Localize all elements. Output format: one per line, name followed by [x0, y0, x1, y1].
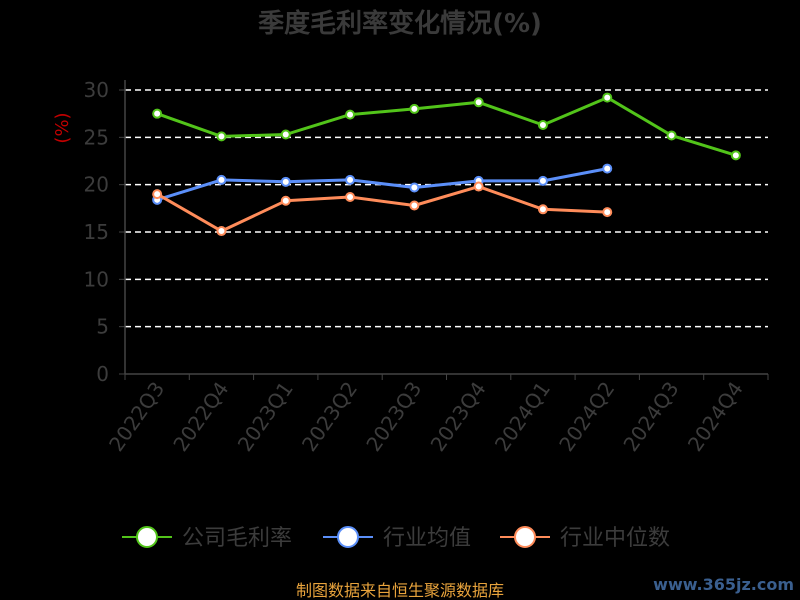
series-group [152, 92, 741, 237]
data-point [602, 207, 613, 218]
series-2 [152, 163, 613, 205]
data-point [280, 195, 291, 206]
legend-item: 行业均值 [323, 526, 471, 551]
axes [124, 80, 769, 380]
y-tick-label: 30 [84, 78, 109, 102]
data-point [537, 204, 548, 215]
legend-label: 公司毛利率 [182, 526, 292, 551]
x-tick-label: 2024Q1 [490, 377, 555, 456]
data-point [280, 129, 291, 140]
x-tick-label: 2023Q1 [233, 377, 298, 456]
legend-marker [136, 526, 158, 548]
x-tick-label: 2023Q2 [297, 377, 362, 456]
y-tick-label: 15 [84, 220, 109, 244]
series-1 [152, 92, 741, 161]
x-tick-label: 2022Q4 [168, 377, 233, 456]
data-point [280, 176, 291, 187]
legend-item: 公司毛利率 [122, 526, 292, 551]
y-tick-label: 10 [84, 267, 109, 291]
legend-label: 行业均值 [383, 526, 471, 551]
x-tick-label: 2023Q4 [426, 377, 491, 456]
data-point [345, 109, 356, 120]
series-line [156, 96, 737, 157]
data-point [409, 200, 420, 211]
data-point [345, 191, 356, 202]
legend-marker [514, 526, 536, 548]
data-point [409, 182, 420, 193]
series-line [156, 167, 608, 202]
data-point [409, 103, 420, 114]
data-point [216, 131, 227, 142]
data-point [602, 163, 613, 174]
data-point [152, 108, 163, 119]
legend-marker [337, 526, 359, 548]
series-3 [152, 181, 613, 237]
legend: 公司毛利率 行业均值 行业中位数 [122, 526, 670, 551]
data-point [602, 92, 613, 103]
legend-label: 行业中位数 [560, 526, 670, 551]
source-note: 制图数据来自恒生聚源数据库 [296, 581, 504, 600]
x-tick-label: 2024Q4 [683, 377, 748, 456]
data-point [730, 150, 741, 161]
series-line [156, 185, 608, 233]
x-tick-label: 2023Q3 [361, 377, 426, 456]
legend-item: 行业中位数 [500, 526, 670, 551]
y-tick-labels: 0 5 10 15 20 25 30 [84, 78, 109, 386]
data-point [345, 174, 356, 185]
data-point [216, 174, 227, 185]
data-point [152, 189, 163, 200]
watermark: www.365jz.com [653, 575, 794, 594]
data-point [537, 175, 548, 186]
y-tick-label: 0 [96, 362, 109, 386]
x-tick-label: 2024Q3 [618, 377, 683, 456]
chart-title: 季度毛利率变化情况(%) [258, 8, 542, 39]
y-axis-label: (%) [52, 112, 73, 143]
x-tick-label: 2022Q3 [104, 377, 169, 456]
x-tick-label: 2024Q2 [554, 377, 619, 456]
data-point [216, 226, 227, 237]
data-point [473, 97, 484, 108]
y-tick-label: 5 [96, 315, 109, 339]
data-point [666, 130, 677, 141]
y-tick-label: 20 [84, 173, 109, 197]
y-tick-label: 25 [84, 125, 109, 149]
data-point [473, 181, 484, 192]
x-tick-labels: 2022Q3 2022Q4 2023Q1 2023Q2 2023Q3 2023Q4 2024… [104, 377, 748, 456]
data-point [537, 120, 548, 131]
